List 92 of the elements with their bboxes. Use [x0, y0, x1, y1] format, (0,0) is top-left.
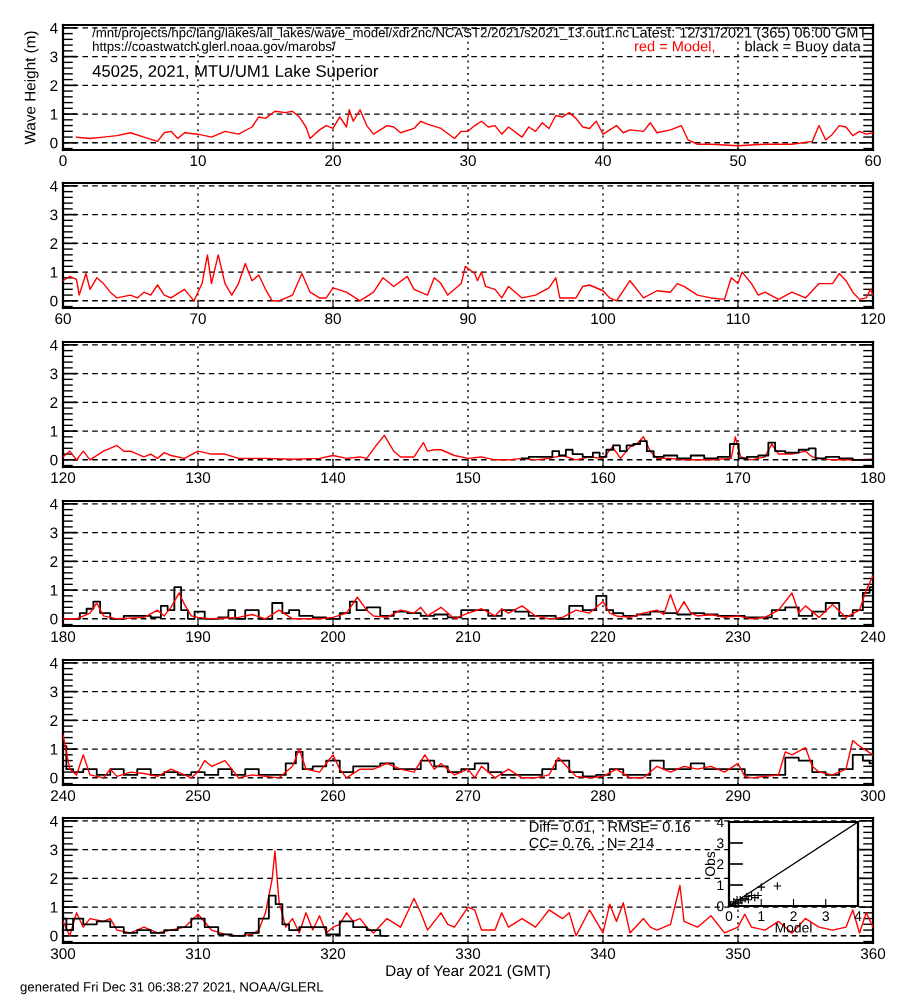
y-tick-label: 1	[50, 109, 58, 120]
x-tick-label: 250	[186, 790, 211, 802]
x-tick-label: 260	[321, 790, 346, 802]
x-tick-label: 300	[50, 948, 76, 960]
y-tick-label: 1	[50, 426, 58, 437]
y-tick-label: 2	[50, 556, 58, 567]
x-tick-label: 180	[861, 472, 886, 484]
x-tick-label: 110	[726, 313, 750, 325]
x-tick-label: 220	[591, 631, 616, 643]
x-tick-label: 240	[51, 790, 76, 802]
x-tick-label: 60	[55, 313, 71, 325]
x-tick-label: 360	[860, 948, 886, 960]
x-tick-label: 230	[726, 631, 751, 643]
x-tick-label: 210	[456, 631, 481, 643]
y-axis-title: Obs	[704, 851, 716, 877]
y-tick-label: 2	[50, 238, 58, 249]
x-tick-label: 2	[790, 911, 797, 921]
y-axis-title: Wave Height (m)	[24, 31, 39, 145]
x-tick-label: 200	[321, 631, 346, 643]
y-tick-label: 3	[716, 838, 724, 849]
annotation: Diff= 0.01, RMSE= 0.16	[529, 821, 690, 834]
x-tick-label: 20	[325, 155, 341, 167]
x-tick-label: 140	[321, 472, 346, 484]
x-tick-label: 1	[758, 911, 765, 921]
y-tick-label: 0	[50, 772, 58, 784]
x-tick-label: 280	[591, 790, 616, 802]
y-tick-label: 0	[50, 295, 58, 307]
x-tick-label: 150	[456, 472, 481, 484]
x-tick-label: 320	[320, 948, 346, 960]
x-axis-title: Day of Year 2021 (GMT)	[386, 964, 550, 980]
y-tick-label: 2	[50, 873, 58, 884]
y-tick-label: 4	[49, 498, 58, 510]
x-tick-label: 60	[865, 155, 881, 167]
text: generated Fri Dec 31 06:38:27 2021, NOAA/GLERL	[20, 981, 324, 995]
x-tick-label: 50	[730, 155, 746, 167]
x-tick-label: 310	[185, 948, 211, 960]
y-tick-label: 4	[49, 180, 58, 192]
y-tick-label: 1	[717, 880, 724, 891]
y-tick-label: 0	[50, 137, 58, 149]
x-tick-label: 10	[190, 155, 206, 167]
y-tick-label: 4	[49, 22, 58, 34]
annotation: https://coastwatch.glerl.noaa.gov/marobs/	[93, 41, 336, 54]
y-tick-label: 2	[50, 715, 58, 726]
x-tick-label: 330	[455, 948, 481, 960]
x-tick-label: 300	[860, 790, 886, 802]
y-tick-label: 1	[50, 585, 58, 596]
x-tick-label: 170	[726, 472, 751, 484]
x-tick-label: 0	[725, 911, 733, 922]
y-tick-label: 3	[50, 844, 58, 856]
x-tick-label: 100	[591, 313, 616, 325]
y-tick-label: 3	[50, 527, 58, 539]
annotation: Latest: 12/31/2021 (365) 06:00 GMT	[632, 26, 868, 41]
y-tick-label: 4	[49, 657, 58, 669]
x-tick-label: 290	[726, 790, 751, 802]
y-tick-label: 3	[50, 686, 58, 698]
x-tick-label: 80	[325, 313, 341, 325]
y-tick-label: 1	[50, 902, 58, 913]
x-tick-label: 90	[460, 313, 476, 325]
y-tick-label: 3	[50, 51, 58, 63]
x-tick-label: 3	[822, 911, 829, 922]
x-tick-label: 340	[590, 948, 616, 960]
x-tick-label: 30	[460, 155, 476, 167]
annotation: red = Model,	[635, 40, 715, 54]
y-tick-label: 0	[50, 613, 58, 625]
x-tick-label: 40	[594, 155, 611, 167]
x-tick-label: 70	[190, 313, 206, 325]
x-tick-label: 120	[861, 313, 886, 325]
x-tick-label: 160	[591, 472, 616, 484]
annotation: CC= 0.76, N= 214	[529, 837, 654, 850]
y-tick-label: 4	[49, 339, 58, 351]
y-tick-label: 1	[50, 267, 58, 278]
x-tick-label: 0	[59, 155, 67, 167]
y-tick-label: 0	[50, 930, 58, 942]
y-tick-label: 2	[50, 397, 58, 408]
annotation: /mnt/projects/hpc/lang/lakes/all_lakes/wave_model/xdr2nc/NCAST2/2021/s2021_13.out1.nc	[92, 27, 629, 40]
y-tick-label: 3	[50, 368, 58, 380]
y-tick-label: 3	[50, 209, 58, 221]
y-tick-label: 2	[50, 80, 58, 91]
text: 45025, 2021, MTU/UM1 Lake Superior	[92, 64, 379, 81]
y-tick-label: 2	[717, 859, 724, 870]
y-tick-label: 4	[49, 815, 58, 827]
y-tick-label: 1	[50, 744, 58, 755]
x-tick-label: 190	[186, 631, 211, 643]
x-tick-label: 240	[861, 631, 886, 643]
x-tick-label: 350	[725, 948, 751, 960]
y-tick-label: 0	[50, 454, 58, 466]
y-tick-label: 0	[716, 901, 724, 912]
annotation: black = Buoy data	[745, 40, 861, 55]
x-tick-label: 270	[456, 790, 481, 802]
x-tick-label: 130	[186, 472, 211, 484]
x-tick-label: 180	[51, 631, 76, 643]
x-tick-label: 120	[51, 472, 76, 484]
